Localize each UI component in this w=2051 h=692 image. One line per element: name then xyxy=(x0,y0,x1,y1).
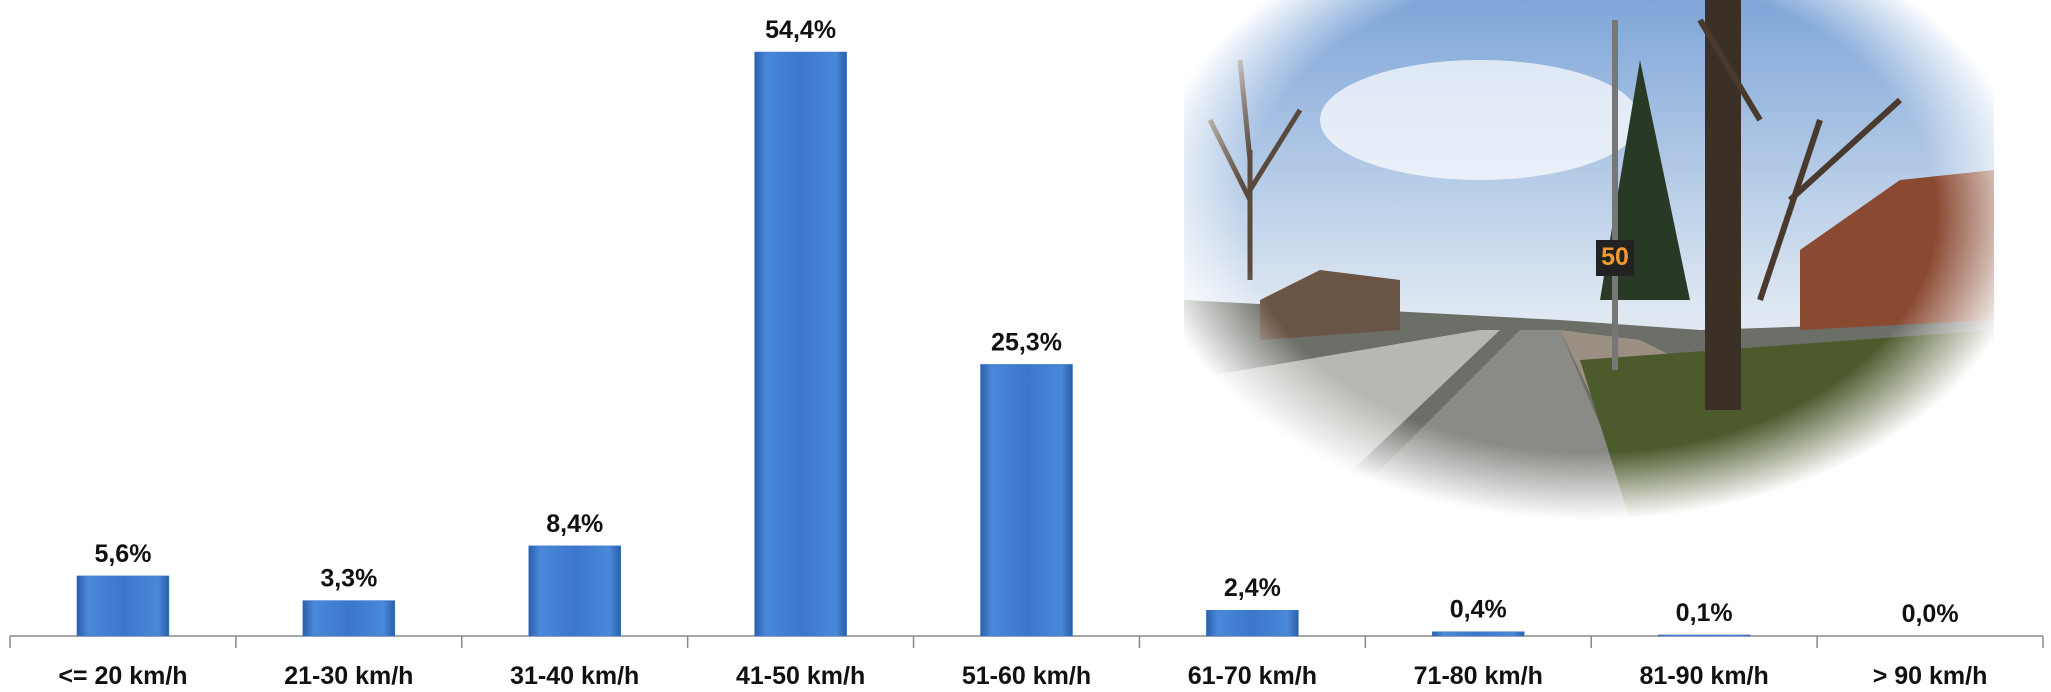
sign: 50 xyxy=(1601,243,1629,271)
x-tick-label: 51-60 km/h xyxy=(962,662,1091,690)
photo: 50 xyxy=(1184,0,1994,520)
value-label: 0,0% xyxy=(1902,600,1959,628)
x-tick-label: 61-70 km/h xyxy=(1188,662,1317,690)
bar xyxy=(1206,609,1299,637)
x-tick-label: 21-30 km/h xyxy=(284,662,413,690)
value-label: 0,4% xyxy=(1450,596,1507,624)
x-tick-label: 31-40 km/h xyxy=(510,662,639,690)
bar xyxy=(302,600,396,637)
value-label: 3,3% xyxy=(320,565,377,593)
x-tick-label: 71-80 km/h xyxy=(1414,662,1543,690)
bar xyxy=(754,51,847,637)
bar xyxy=(1432,631,1525,637)
bar xyxy=(1657,634,1751,637)
x-tick-label: 81-90 km/h xyxy=(1640,662,1769,690)
x-tick-label: > 90 km/h xyxy=(1873,662,1988,690)
bar xyxy=(980,364,1073,637)
value-label: 5,6% xyxy=(94,540,151,568)
value-label: 2,4% xyxy=(1224,574,1281,602)
value-label: 25,3% xyxy=(991,328,1062,356)
bar xyxy=(528,545,621,637)
x-tick-label: 41-50 km/h xyxy=(736,662,865,690)
x-tick-label: <= 20 km/h xyxy=(58,662,187,690)
value-label: 54,4% xyxy=(765,16,836,44)
value-label: 0,1% xyxy=(1676,599,1733,627)
value-label: 8,4% xyxy=(546,510,603,538)
bar xyxy=(76,575,170,637)
